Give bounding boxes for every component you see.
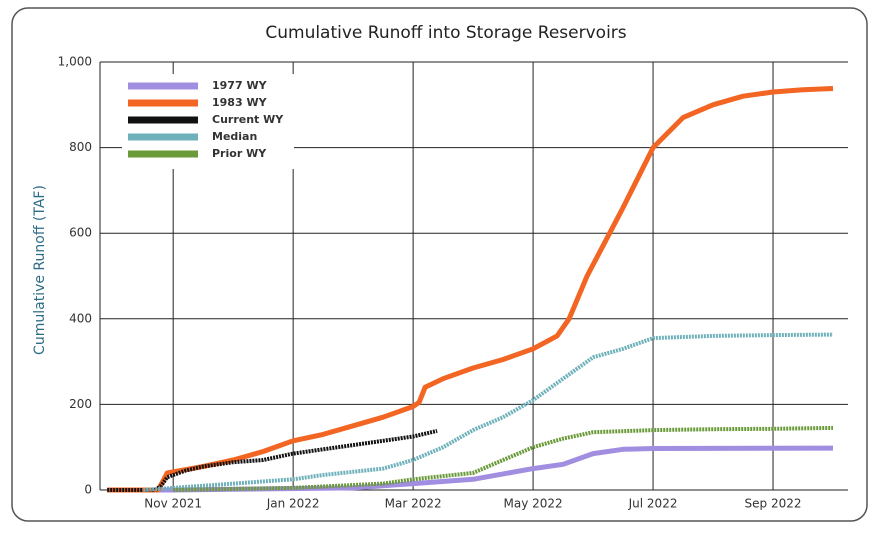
legend-label: 1977 WY <box>212 79 268 92</box>
y-axis-label: Cumulative Runoff (TAF) <box>32 185 48 355</box>
legend-label: 1983 WY <box>212 96 268 109</box>
x-tick-label: Jul 2022 <box>628 497 678 511</box>
legend-label: Median <box>212 130 257 143</box>
y-tick-label: 400 <box>69 311 92 325</box>
x-tick-label: Nov 2021 <box>144 497 202 511</box>
y-tick-label: 1,000 <box>58 55 92 69</box>
x-tick-label: Sep 2022 <box>745 497 802 511</box>
series-line <box>107 86 834 493</box>
legend-label: Current WY <box>212 113 284 126</box>
y-tick-label: 200 <box>69 397 92 411</box>
series-line <box>143 332 834 492</box>
y-tick-label: 600 <box>69 226 92 240</box>
series-line <box>107 428 438 492</box>
x-tick-label: Jan 2022 <box>266 497 320 511</box>
y-tick-label: 800 <box>69 140 92 154</box>
legend-label: Prior WY <box>212 147 267 160</box>
x-tick-label: May 2022 <box>503 497 562 511</box>
y-tick-label: 0 <box>84 483 92 497</box>
series-line <box>107 445 834 493</box>
series-line <box>173 425 834 492</box>
x-tick-label: Mar 2022 <box>385 497 442 511</box>
chart-title: Cumulative Runoff into Storage Reservoir… <box>265 23 626 43</box>
